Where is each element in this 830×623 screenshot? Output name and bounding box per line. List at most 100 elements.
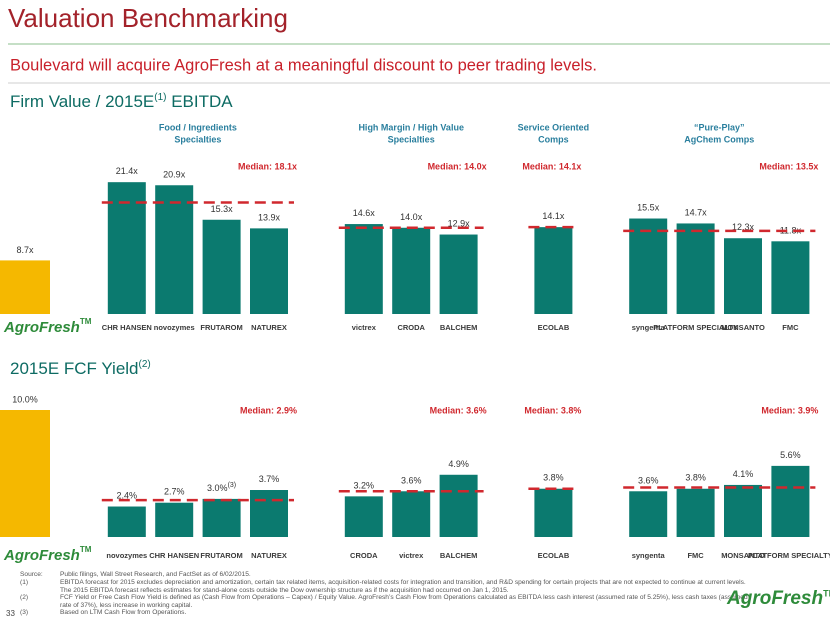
value-label: 3.8% <box>685 473 706 483</box>
category-label: CRODA <box>397 323 425 332</box>
value-label-text: 14.1x <box>542 212 565 222</box>
bar <box>439 474 478 537</box>
value-label-text: 15.5x <box>637 203 660 213</box>
footnote-marker: (1) <box>20 579 29 586</box>
category-label: NATUREX <box>251 323 287 332</box>
category-label: victrex <box>352 323 377 332</box>
value-label: 3.8% <box>543 473 564 483</box>
value-label: 13.9x <box>258 213 281 223</box>
bar <box>629 218 668 314</box>
bar <box>107 506 146 537</box>
category-label: AgroFreshTM <box>3 317 92 336</box>
value-label: 14.0x <box>400 212 423 222</box>
footnote: (3) Based on LTM Cash Flow from Operation… <box>20 609 755 617</box>
value-label: 2.7% <box>164 487 185 497</box>
category-label: CRODA <box>350 551 378 560</box>
category-label: CHR HANSEN <box>149 551 199 560</box>
category-label: NATUREX <box>251 551 287 560</box>
value-label-text: 14.6x <box>353 208 376 218</box>
footnote: (1) EBITDA forecast for 2015 excludes dep… <box>20 579 755 594</box>
bar <box>107 182 146 314</box>
value-label-text: 12.9x <box>448 219 471 229</box>
chart-title: 2015E FCF Yield(2) <box>10 359 151 379</box>
value-label: 3.7% <box>259 474 280 484</box>
value-label-text: 12.3x <box>732 223 755 233</box>
value-label-text: 4.9% <box>448 459 469 469</box>
chart-title-text: EBITDA <box>167 92 234 111</box>
median-label: Median: 14.1x <box>522 161 581 171</box>
chart-title-sup: (2) <box>139 359 151 370</box>
category-label: PLATFORM SPECIALTY <box>653 323 738 332</box>
bar <box>155 185 194 314</box>
footnote-text: EBITDA forecast for 2015 excludes deprec… <box>60 579 746 594</box>
footnote-text: Public filings, Wall Street Research, an… <box>60 571 251 578</box>
bar <box>202 498 241 537</box>
category-label: BALCHEM <box>440 323 478 332</box>
bar <box>676 223 715 314</box>
group-label: “Pure-Play” <box>694 122 745 132</box>
value-label: 21.4x <box>116 167 139 177</box>
chart-title-sup: (1) <box>154 92 166 103</box>
category-name: AgroFresh <box>3 319 80 336</box>
value-label-text: 11.8x <box>780 226 802 236</box>
bar <box>0 260 50 314</box>
value-label: 15.5x <box>637 203 660 213</box>
category-name: AgroFresh <box>3 547 80 564</box>
value-label-text: 3.6% <box>638 476 659 486</box>
median-label: Median: 2.9% <box>240 405 297 415</box>
footnote: (2) FCF Yield or Free Cash Flow Yield is … <box>20 594 755 609</box>
value-label-text: 14.0x <box>400 212 423 222</box>
bar <box>724 484 762 537</box>
category-label: AgroFreshTM <box>3 545 92 564</box>
footnote-text: FCF Yield or Free Cash Flow Yield is def… <box>60 594 748 609</box>
value-note: (3) <box>228 482 237 489</box>
median-label: Median: 13.5x <box>759 161 818 171</box>
group-label: Specialties <box>388 134 435 144</box>
value-label-text: 20.9x <box>163 170 186 180</box>
category-label: novozymes <box>106 551 147 560</box>
bar <box>250 490 288 537</box>
category-label: FMC <box>782 323 799 332</box>
value-label-text: 15.3x <box>211 204 234 214</box>
bar <box>676 488 715 537</box>
value-label: 12.3x <box>732 223 755 233</box>
value-label-text: 2.4% <box>117 491 138 501</box>
footnote-text: Based on LTM Cash Flow from Operations. <box>60 609 187 616</box>
bar <box>771 241 810 314</box>
value-label: 10.0% <box>12 394 38 404</box>
category-label: CHR HANSEN <box>102 323 152 332</box>
group-label: Specialties <box>174 134 221 144</box>
value-label: 3.6% <box>638 476 659 486</box>
value-label: 3.6% <box>401 476 422 486</box>
footnote-marker: Source: <box>20 571 43 578</box>
bar <box>0 410 50 537</box>
bar <box>439 234 478 314</box>
trademark: TM <box>823 588 830 599</box>
value-label-text: 3.6% <box>401 476 422 486</box>
group-label: AgChem Comps <box>684 134 754 144</box>
value-label-text: 3.8% <box>543 473 564 483</box>
value-label: 14.6x <box>353 208 376 218</box>
value-label-text: 4.1% <box>733 469 754 479</box>
median-label: Median: 3.6% <box>430 405 487 415</box>
category-label: ECOLAB <box>538 323 570 332</box>
logo: AgroFreshTM <box>727 588 830 610</box>
bar <box>771 465 810 537</box>
bar <box>344 496 383 537</box>
category-label: FMC <box>687 551 704 560</box>
median-label: Median: 3.8% <box>524 405 581 415</box>
chart-title-text: 2015E FCF Yield <box>10 359 139 378</box>
bar <box>155 502 194 537</box>
value-label: 3.0%(3) <box>207 482 236 494</box>
footnote-marker: (3) <box>20 609 29 616</box>
value-label: 3.2% <box>354 481 375 491</box>
group-label: High Margin / High Value <box>358 122 464 132</box>
footnote-marker: (2) <box>20 594 29 601</box>
category-label: FRUTAROM <box>200 551 242 560</box>
value-label-text: 13.9x <box>258 213 281 223</box>
subtitle: Boulevard will acquire AgroFresh at a me… <box>10 56 597 74</box>
category-label: novozymes <box>154 323 195 332</box>
category-label: MONSANTO <box>721 551 765 560</box>
value-label: 12.9x <box>448 219 471 229</box>
